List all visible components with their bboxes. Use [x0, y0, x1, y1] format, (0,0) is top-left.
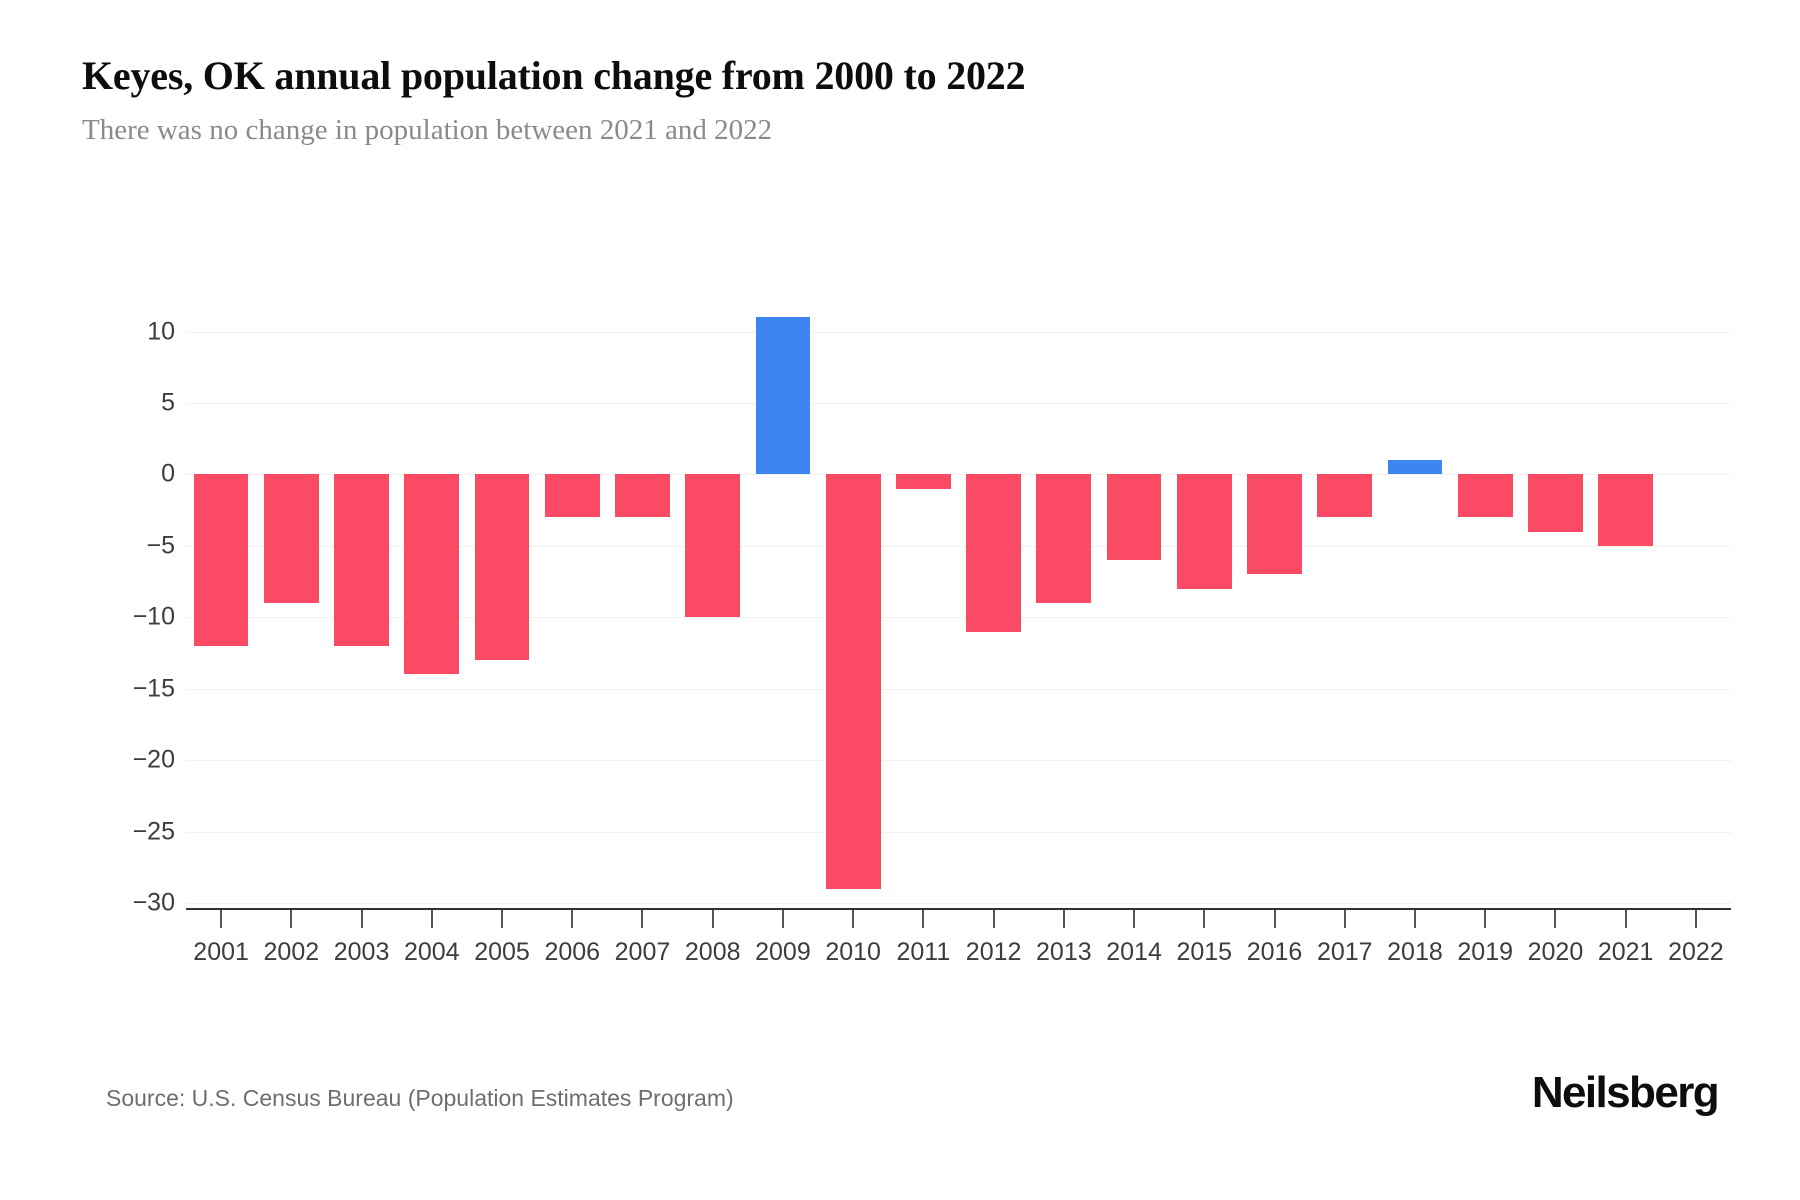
chart-subtitle: There was no change in population betwee… — [82, 114, 773, 147]
x-axis-tick-label: 2014 — [1106, 938, 1162, 966]
x-axis-tick-label: 2016 — [1246, 938, 1303, 966]
x-axis-tick — [1203, 910, 1206, 928]
x-axis-tick-label: 2004 — [403, 938, 460, 966]
x-axis-tick-label: 2010 — [825, 938, 881, 966]
bar[interactable] — [1036, 474, 1092, 603]
x-axis-tick — [501, 910, 504, 928]
bar[interactable] — [685, 474, 741, 618]
bar[interactable] — [1457, 474, 1513, 518]
y-axis-tick-label: −5 — [146, 531, 175, 560]
bar[interactable] — [1176, 474, 1232, 589]
x-axis-tick — [711, 910, 714, 928]
x-axis-tick-label: 2015 — [1176, 938, 1233, 966]
bar[interactable] — [404, 474, 460, 675]
bar[interactable] — [1528, 474, 1583, 532]
y-axis-tick-label: −15 — [132, 674, 175, 703]
x-axis-tick-label: 2017 — [1316, 938, 1373, 966]
page-title: Keyes, OK annual population change from … — [82, 53, 1026, 98]
y-axis-tick-label: 5 — [161, 388, 175, 417]
gridline — [186, 403, 1731, 404]
x-axis-tick-label: 2001 — [193, 938, 249, 966]
x-axis-tick-label: 2021 — [1597, 938, 1654, 966]
bar[interactable] — [263, 474, 319, 603]
bar[interactable] — [334, 474, 389, 646]
bar[interactable] — [193, 474, 249, 646]
bar[interactable] — [966, 474, 1021, 632]
chart-header: Keyes, OK annual population change from … — [82, 52, 1722, 148]
x-axis-tick — [1484, 910, 1487, 928]
bar[interactable] — [1598, 474, 1654, 546]
source-note: Source: U.S. Census Bureau (Population E… — [106, 1085, 734, 1111]
x-axis-tick — [1343, 910, 1346, 928]
y-axis-tick-label: 10 — [147, 317, 175, 346]
x-axis-tick — [430, 910, 433, 928]
x-axis-tick — [852, 910, 855, 928]
bar[interactable] — [755, 317, 811, 475]
x-axis-tick — [641, 910, 644, 928]
x-axis-tick — [1413, 910, 1416, 928]
x-axis-tick-label: 2018 — [1387, 938, 1443, 966]
y-axis-tick-label: 0 — [161, 459, 175, 488]
bar[interactable] — [1247, 474, 1302, 575]
x-axis-tick — [1273, 910, 1276, 928]
gridline — [186, 760, 1731, 762]
brand-logo: Neilsberg — [1531, 1068, 1720, 1117]
x-axis-tick — [1554, 910, 1557, 928]
x-axis-tick-label: 2012 — [965, 938, 1022, 966]
x-axis-tick-label: 2005 — [474, 938, 530, 966]
x-axis-tick-label: 2019 — [1457, 938, 1514, 966]
x-axis-tick — [1133, 910, 1136, 928]
x-axis-line — [186, 908, 1731, 910]
x-axis-tick — [922, 910, 925, 928]
x-axis-tick-label: 2003 — [333, 938, 390, 966]
x-axis-tick — [360, 910, 363, 928]
gridline — [186, 474, 1731, 476]
x-axis-tick-label: 2020 — [1527, 938, 1584, 966]
gridline — [186, 617, 1731, 619]
x-axis-tick — [1624, 910, 1627, 928]
bar[interactable] — [1387, 460, 1443, 475]
gridline — [186, 331, 1731, 333]
x-axis-tick — [1062, 910, 1065, 928]
x-axis-tick — [571, 910, 574, 928]
gridline — [186, 688, 1731, 690]
x-axis-tick — [290, 910, 293, 928]
bar[interactable] — [544, 474, 600, 518]
bar[interactable] — [895, 474, 951, 489]
y-axis-tick-label: −25 — [132, 817, 175, 846]
bar[interactable] — [474, 474, 530, 661]
plot-canvas — [186, 303, 1731, 904]
x-axis-tick-label: 2006 — [544, 938, 601, 966]
bar[interactable] — [825, 474, 881, 889]
x-axis-tick-label: 2011 — [896, 938, 951, 966]
bar[interactable] — [1106, 474, 1162, 561]
x-axis-tick-label: 2007 — [614, 938, 671, 966]
gridline — [186, 545, 1731, 547]
x-axis-tick — [1694, 910, 1697, 928]
bar-series — [186, 303, 1731, 903]
x-axis-tick-label: 2013 — [1036, 938, 1092, 966]
x-axis-tick-label: 2008 — [684, 938, 741, 966]
x-axis-tick-label: 2022 — [1668, 938, 1724, 966]
x-axis-tick — [781, 910, 784, 928]
bar[interactable] — [615, 474, 670, 518]
gridline — [186, 903, 1731, 904]
x-axis-tick-label: 2009 — [755, 938, 811, 966]
x-axis-tick — [992, 910, 995, 928]
y-axis-tick-label: −30 — [132, 888, 175, 917]
x-axis-tick-label: 2002 — [263, 938, 320, 966]
y-axis-tick-label: −10 — [132, 602, 175, 631]
x-axis-tick — [220, 910, 223, 928]
gridline — [186, 831, 1731, 833]
bar[interactable] — [1317, 474, 1373, 518]
y-axis-tick-label: −20 — [132, 745, 175, 774]
